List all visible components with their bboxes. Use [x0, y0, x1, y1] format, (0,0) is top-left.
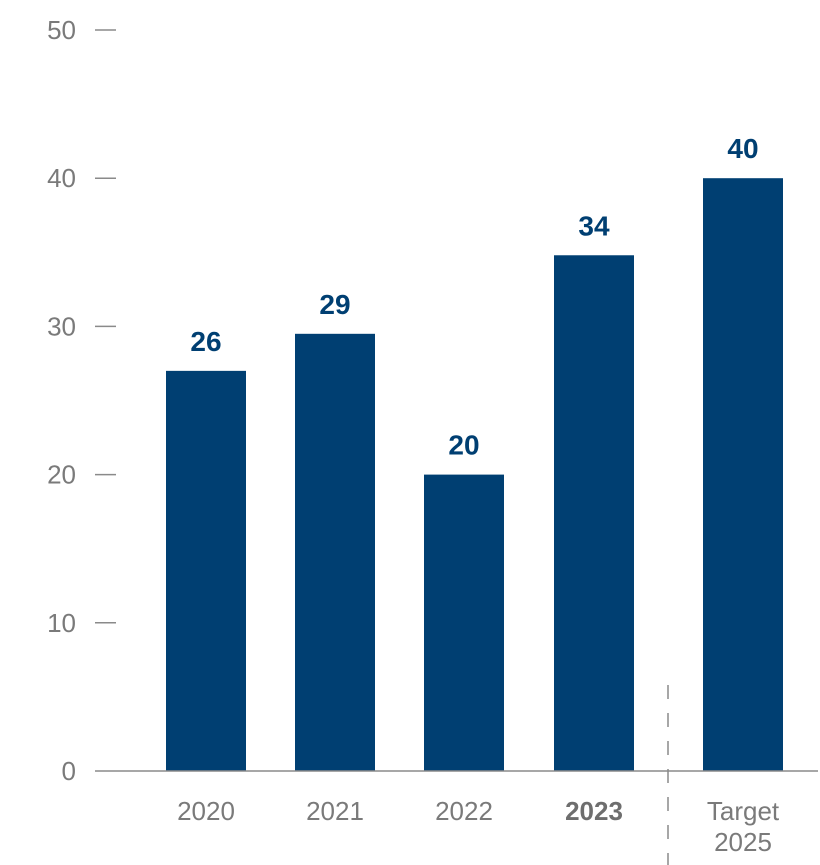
x-tick-label: 2025: [714, 827, 772, 857]
y-tick-label: 40: [47, 163, 76, 193]
bar-2020: [166, 371, 246, 771]
bars-group: [166, 178, 783, 771]
y-axis: 0 10 20 30 40 50: [47, 15, 116, 786]
y-tick-label: 50: [47, 15, 76, 45]
y-tick-label: 10: [47, 608, 76, 638]
y-tick-label: 30: [47, 311, 76, 341]
data-label: 34: [578, 210, 610, 241]
data-label: 29: [319, 289, 350, 320]
x-tick-label: 2023: [565, 796, 623, 826]
bar-2022: [424, 475, 504, 771]
x-tick-label: 2022: [435, 796, 493, 826]
y-tick-label: 20: [47, 460, 76, 490]
x-tick-label: 2021: [306, 796, 364, 826]
x-tick-label: Target: [707, 796, 780, 826]
data-labels-group: 26 29 20 34 40: [190, 133, 758, 460]
x-tick-label: 2020: [177, 796, 235, 826]
data-label: 40: [727, 133, 758, 164]
data-label: 26: [190, 326, 221, 357]
bar-2023: [554, 255, 634, 771]
y-tick-label: 0: [62, 756, 76, 786]
bar-target-2025: [703, 178, 783, 771]
data-label: 20: [448, 430, 479, 461]
bar-2021: [295, 334, 375, 771]
